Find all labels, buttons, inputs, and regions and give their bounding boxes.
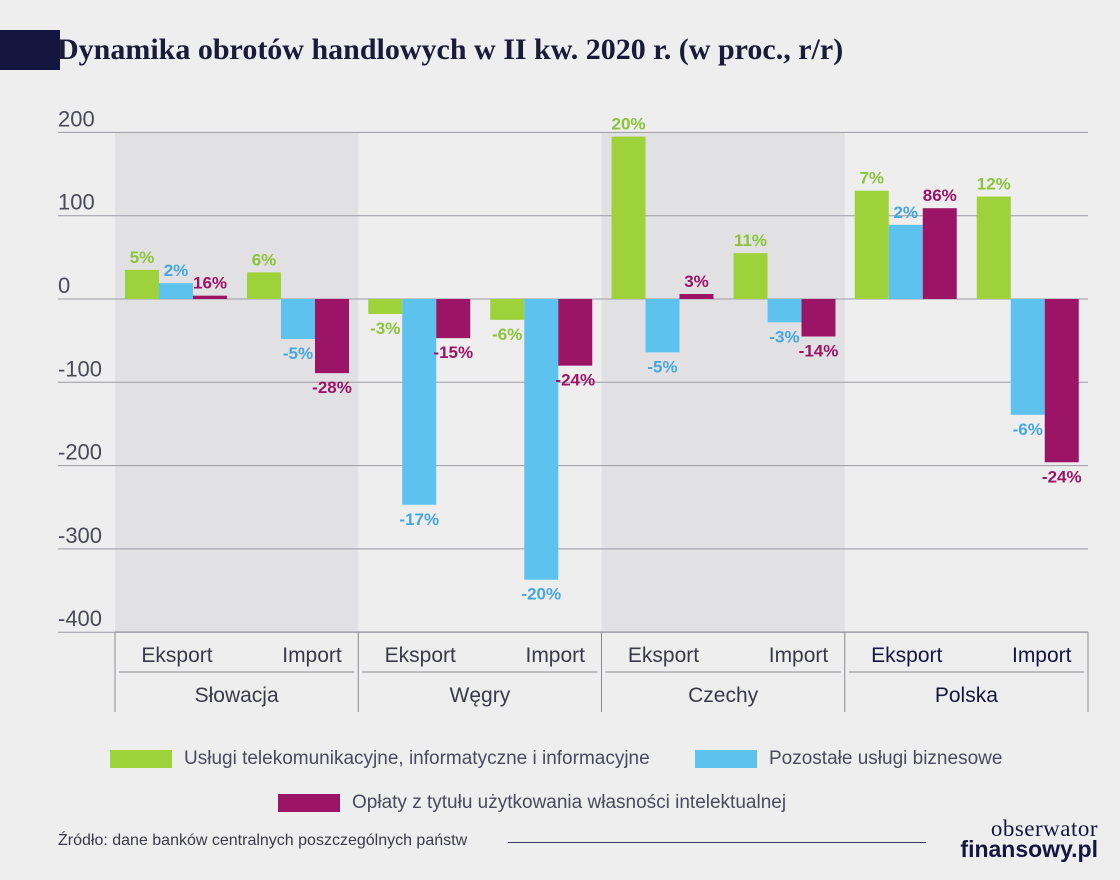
x-tick-country: Słowacja xyxy=(195,684,279,707)
data-label: -28% xyxy=(312,378,352,397)
data-label: -20% xyxy=(521,585,561,604)
bar-wegry-eksport-s2 xyxy=(402,299,437,505)
data-label: -5% xyxy=(647,357,677,376)
legend-label-telecom: Usługi telekomunikacyjne, informatyczne … xyxy=(184,748,650,769)
source-note: Źródło: dane banków centralnych poszczeg… xyxy=(58,832,468,849)
x-tick-country: Czechy xyxy=(688,684,759,707)
brand-logo: obserwator finansowy.pl xyxy=(948,816,1098,862)
y-tick-label: -300 xyxy=(58,523,102,548)
bar-wegry-import-s3 xyxy=(558,299,593,366)
bar-wegry-eksport-s1 xyxy=(368,299,403,314)
x-tick-flow: Eksport xyxy=(871,644,942,667)
bar-slowacja-import-s3 xyxy=(315,299,349,374)
data-label: 86% xyxy=(923,186,957,205)
legend-label-ip-fees: Opłaty z tytułu użytkowania własności in… xyxy=(352,792,787,813)
data-label: 7% xyxy=(859,169,884,188)
data-label: -24% xyxy=(1042,467,1082,486)
data-label: -3% xyxy=(370,319,400,338)
bar-slowacja-import-s1 xyxy=(247,272,281,299)
logo-line-1: obserwator xyxy=(990,816,1098,841)
x-tick-flow: Eksport xyxy=(141,644,212,667)
legend-swatch-business xyxy=(695,750,757,768)
bar-polska-import-s2 xyxy=(1010,299,1045,415)
data-label: 2% xyxy=(164,261,189,280)
bar-slowacja-eksport-s3 xyxy=(193,295,227,299)
legend-swatch-telecom xyxy=(110,750,172,768)
logo-line-2: finansowy.pl xyxy=(960,836,1098,862)
legend-swatch-ip-fees xyxy=(278,794,340,812)
y-tick-label: -100 xyxy=(58,356,102,381)
bar-polska-eksport-s1 xyxy=(854,190,889,299)
bar-czechy-import-s1 xyxy=(733,253,768,299)
legend-item-telecom: Usługi telekomunikacyjne, informatyczne … xyxy=(110,744,650,774)
title-accent-bar xyxy=(0,30,60,70)
data-label: 2% xyxy=(893,203,918,222)
bar-polska-import-s1 xyxy=(976,196,1011,299)
y-tick-label: 100 xyxy=(58,190,95,215)
x-tick-country: Węgry xyxy=(450,684,511,707)
bar-wegry-eksport-s3 xyxy=(436,299,471,339)
y-tick-label: -200 xyxy=(58,440,102,465)
y-tick-label: 0 xyxy=(58,273,70,298)
bar-wegry-import-s1 xyxy=(490,299,525,320)
bar-czechy-import-s3 xyxy=(801,299,836,337)
data-label: 12% xyxy=(977,175,1011,194)
bar-slowacja-eksport-s1 xyxy=(125,269,159,299)
y-tick-label: -400 xyxy=(58,606,102,631)
bar-czechy-eksport-s3 xyxy=(679,294,714,299)
y-tick-label: 200 xyxy=(58,106,95,131)
bar-czechy-eksport-s2 xyxy=(645,299,680,353)
x-tick-country: Polska xyxy=(935,684,998,707)
x-tick-flow: Eksport xyxy=(628,644,699,667)
legend-label-business: Pozostałe usługi biznesowe xyxy=(769,748,1003,769)
data-label: 3% xyxy=(684,272,709,291)
x-tick-flow: Import xyxy=(282,644,342,667)
x-tick-flow: Import xyxy=(769,644,829,667)
bar-polska-import-s3 xyxy=(1044,299,1079,463)
data-label: 16% xyxy=(193,274,227,293)
data-label: 11% xyxy=(734,231,767,250)
data-label: -5% xyxy=(283,344,313,363)
x-tick-flow: Import xyxy=(525,644,585,667)
data-label: 5% xyxy=(130,248,155,267)
legend-item-ip-fees: Opłaty z tytułu użytkowania własności in… xyxy=(278,788,786,818)
bar-polska-eksport-s3 xyxy=(922,208,957,299)
chart-title: Dynamika obrotów handlowych w II kw. 202… xyxy=(57,33,844,66)
bar-wegry-import-s2 xyxy=(524,299,559,580)
legend-item-business: Pozostałe usługi biznesowe xyxy=(695,744,1002,774)
bar-slowacja-import-s2 xyxy=(281,299,315,339)
data-label: -24% xyxy=(555,371,595,390)
bar-czechy-eksport-s1 xyxy=(611,136,646,299)
x-tick-flow: Eksport xyxy=(385,644,456,667)
data-label: -6% xyxy=(492,325,522,344)
data-label: -14% xyxy=(799,341,839,360)
bar-czechy-import-s2 xyxy=(767,299,802,323)
source-divider xyxy=(508,842,926,843)
data-label: 20% xyxy=(611,115,645,134)
x-tick-flow: Import xyxy=(1012,644,1072,667)
bar-slowacja-eksport-s2 xyxy=(159,283,193,299)
data-label: -15% xyxy=(433,343,473,362)
data-label: 6% xyxy=(252,250,277,269)
data-label: -3% xyxy=(769,327,799,346)
data-label: -17% xyxy=(399,510,439,529)
bar-polska-eksport-s2 xyxy=(888,224,923,299)
data-label: -6% xyxy=(1013,420,1043,439)
